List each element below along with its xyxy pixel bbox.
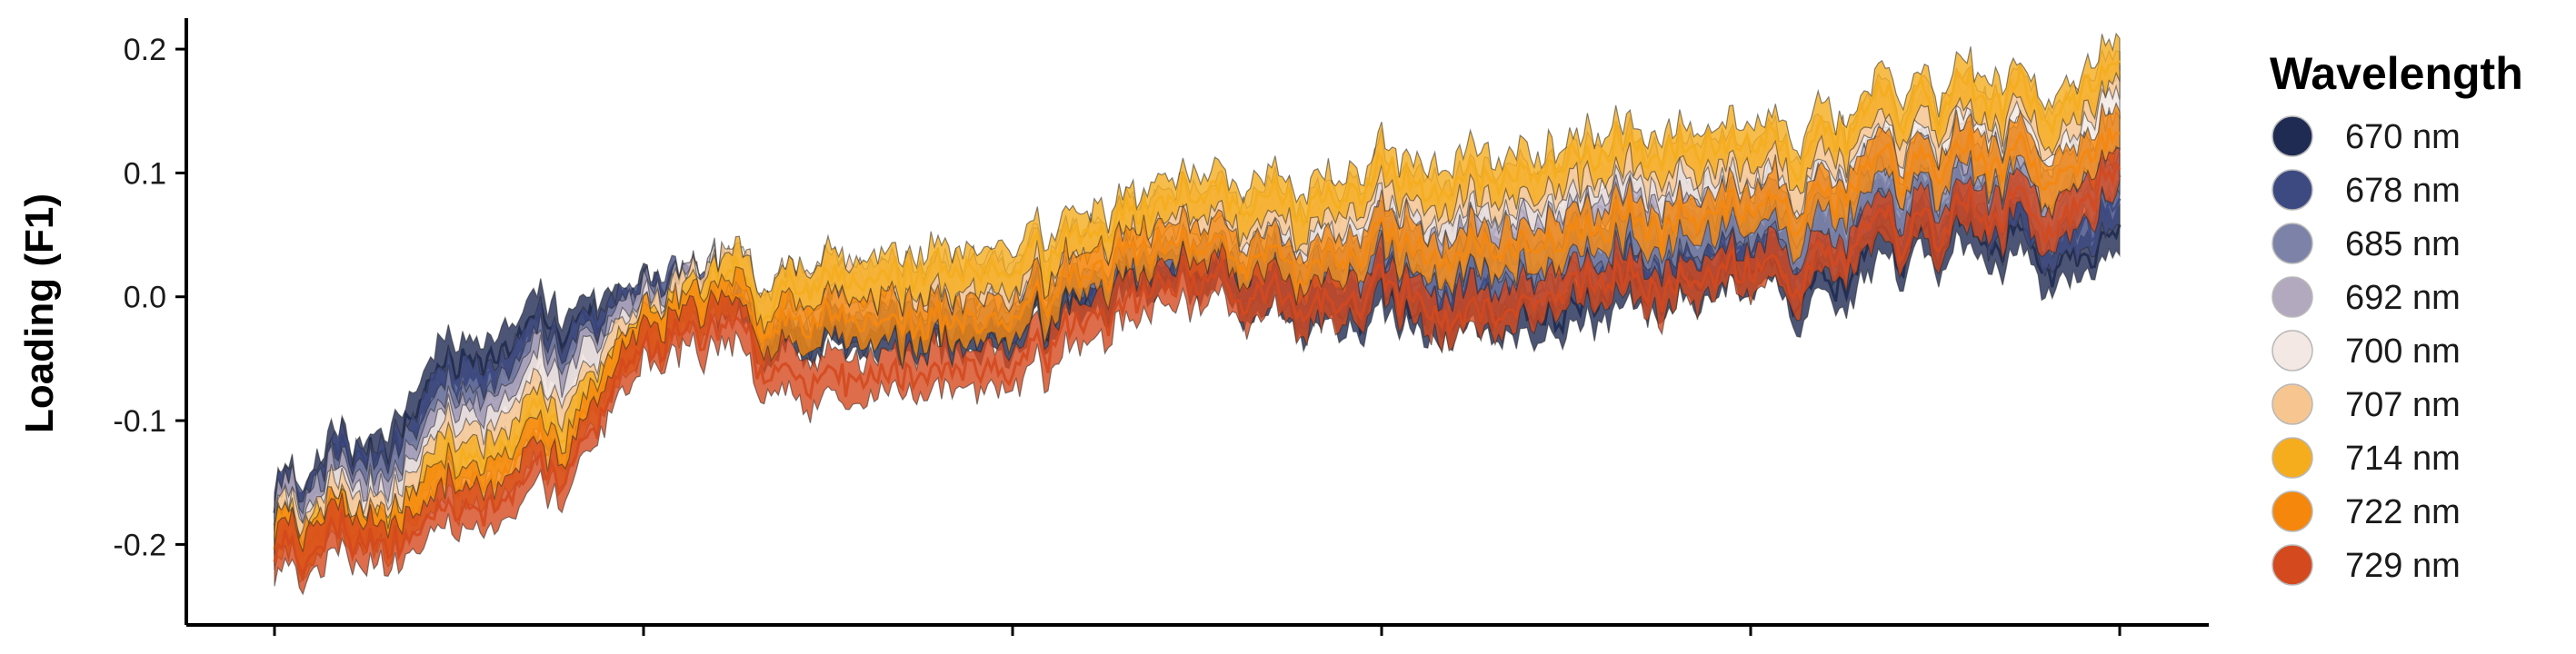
legend-item: 700 nm [2271, 330, 2461, 372]
series-band [274, 147, 2121, 596]
legend-item: 685 nm [2271, 223, 2461, 264]
legend-swatch [2271, 169, 2313, 211]
legend-swatch [2271, 437, 2313, 479]
legend-swatch [2271, 276, 2313, 318]
y-axis: -0.2 -0.1 0.0 0.1 0.2 [113, 18, 188, 625]
legend-title: Wavelength [2270, 48, 2523, 99]
legend-label: 700 nm [2345, 332, 2461, 371]
legend-swatch [2271, 544, 2313, 586]
plot-area [273, 32, 2122, 596]
legend-label: 714 nm [2345, 440, 2461, 478]
y-axis-title: Loading (F1) [17, 193, 62, 433]
legend-swatch [2271, 115, 2313, 157]
legend-item: 670 nm [2271, 115, 2461, 157]
legend-item: 707 nm [2271, 383, 2461, 425]
legend-item: 692 nm [2271, 276, 2461, 318]
y-tick-label: -0.2 [113, 528, 166, 562]
legend-swatch [2271, 223, 2313, 264]
y-tick-label: 0.0 [124, 281, 166, 315]
series-729-nm [273, 147, 2122, 596]
legend-item: 722 nm [2271, 490, 2461, 532]
legend-label: 722 nm [2345, 493, 2461, 531]
legend-swatch [2271, 383, 2313, 425]
legend-item: 714 nm [2271, 437, 2461, 479]
legend-label: 685 nm [2345, 225, 2461, 263]
legend-swatch [2271, 490, 2313, 532]
legend-label: 729 nm [2345, 547, 2461, 585]
legend-label: 692 nm [2345, 279, 2461, 317]
legend-label: 707 nm [2345, 386, 2461, 424]
legend-swatch [2271, 330, 2313, 372]
y-tick-label: 0.1 [124, 156, 166, 191]
y-tick-label: 0.2 [124, 33, 166, 67]
legend-item: 729 nm [2271, 544, 2461, 586]
legend: Wavelength 670 nm 678 nm 685 nm 692 nm 700 n… [2270, 48, 2523, 586]
series-line [273, 127, 2121, 560]
x-axis [186, 623, 2209, 636]
legend-label: 678 nm [2345, 172, 2461, 210]
series-line [273, 161, 2122, 580]
legend-label: 670 nm [2345, 118, 2461, 156]
legend-item: 678 nm [2271, 169, 2461, 211]
y-tick-label: -0.1 [113, 404, 166, 439]
